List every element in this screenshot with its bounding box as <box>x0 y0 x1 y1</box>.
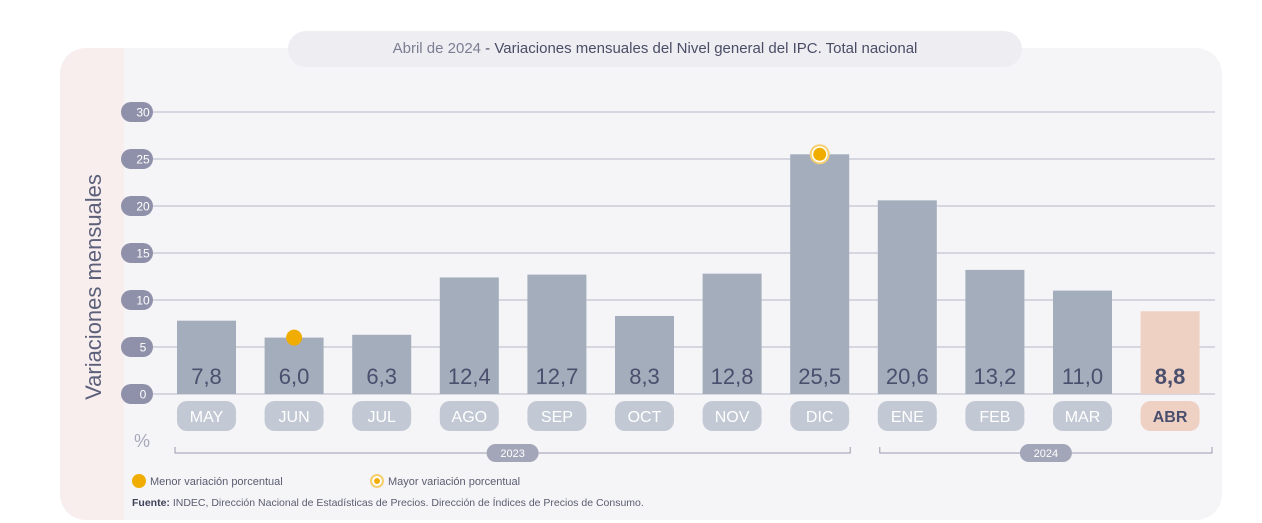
bar <box>702 273 762 394</box>
month-label: MAY <box>190 409 224 426</box>
source-label: Fuente: <box>132 497 170 509</box>
value-label: 20,6 <box>886 364 929 389</box>
title-separator: - <box>481 40 495 57</box>
month-label-bg <box>352 401 412 431</box>
max-marker-icon <box>370 474 384 488</box>
month-label: ENE <box>891 409 924 426</box>
y-tick-bubble <box>121 196 153 216</box>
bar <box>790 154 850 394</box>
year-pill <box>1019 444 1072 462</box>
month-label-bg <box>615 401 674 431</box>
bar <box>1140 311 1200 394</box>
y-tick-label: 15 <box>136 247 150 261</box>
month-label-bg <box>1053 401 1112 431</box>
y-tick-label: 25 <box>136 153 150 167</box>
bar <box>264 337 324 394</box>
value-label: 12,4 <box>448 364 491 389</box>
month-label: AGO <box>452 409 488 426</box>
month-label: DIC <box>806 409 834 426</box>
bar <box>177 320 236 394</box>
legend-max: Mayor variación porcentual <box>370 474 520 488</box>
year-label: 2023 <box>500 448 524 460</box>
bar <box>877 200 937 394</box>
month-label-bg <box>702 401 762 431</box>
month-label: JUL <box>367 409 396 426</box>
bar <box>1053 290 1112 394</box>
y-tick-bubble <box>121 243 153 263</box>
y-tick-label: 5 <box>140 341 147 355</box>
y-tick-bubble <box>121 102 153 122</box>
month-label: MAR <box>1065 409 1101 426</box>
value-label: 7,8 <box>191 364 222 389</box>
bar <box>352 334 412 394</box>
y-tick-bubble <box>121 149 153 169</box>
y-tick-bubble <box>121 290 153 310</box>
month-label-bg <box>790 401 850 431</box>
value-label: 12,7 <box>535 364 578 389</box>
year-label: 2024 <box>1034 448 1058 460</box>
month-label-bg <box>1140 401 1200 431</box>
month-label: OCT <box>628 409 662 426</box>
bar <box>527 274 587 394</box>
chart-card <box>60 48 1222 520</box>
value-label: 6,3 <box>366 364 397 389</box>
bar <box>615 315 674 394</box>
value-label: 8,8 <box>1155 364 1186 389</box>
y-tick-bubble <box>121 384 153 404</box>
month-label-bg <box>965 401 1025 431</box>
month-label: FEB <box>979 409 1010 426</box>
month-label: SEP <box>541 409 573 426</box>
legend-max-label: Mayor variación porcentual <box>388 476 521 488</box>
month-label: NOV <box>715 409 750 426</box>
bar <box>965 269 1025 394</box>
title-date: Abril de 2024 <box>392 40 482 57</box>
min-marker-icon <box>132 474 146 488</box>
y-tick-label: 20 <box>136 200 150 214</box>
month-label-bg <box>527 401 587 431</box>
source-note: Fuente: INDEC, Dirección Nacional de Est… <box>132 497 644 509</box>
value-label: 25,5 <box>798 364 841 389</box>
source-text: INDEC, Dirección Nacional de Estadística… <box>169 497 644 509</box>
month-label-bg <box>264 401 324 431</box>
value-label: 8,3 <box>629 364 660 389</box>
value-label: 6,0 <box>279 364 310 389</box>
value-label: 12,8 <box>711 364 754 389</box>
y-tick-label: 0 <box>140 388 147 402</box>
month-label: JUN <box>279 409 310 426</box>
min-variation-marker <box>286 329 303 346</box>
value-label: 11,0 <box>1062 364 1103 389</box>
month-label-bg <box>877 401 937 431</box>
month-label-bg <box>439 401 499 431</box>
y-tick-bubble <box>121 337 153 357</box>
y-tick-label: 30 <box>136 106 150 120</box>
year-pill <box>486 444 539 462</box>
value-label: 13,2 <box>973 364 1016 389</box>
y-tick-label: 10 <box>136 294 150 308</box>
chart-title: Abril de 2024 - Variaciones mensuales de… <box>288 31 1022 67</box>
max-variation-marker <box>813 147 827 161</box>
legend-min: Menor variación porcentual <box>132 474 283 488</box>
legend-min-label: Menor variación porcentual <box>150 476 283 488</box>
month-label: ABR <box>1153 409 1188 426</box>
title-text: Variaciones mensuales del Nivel general … <box>494 40 918 57</box>
chart-card-side-panel <box>60 48 124 520</box>
y-axis-unit: % <box>134 431 151 451</box>
month-label-bg <box>177 401 236 431</box>
bar <box>439 277 499 394</box>
